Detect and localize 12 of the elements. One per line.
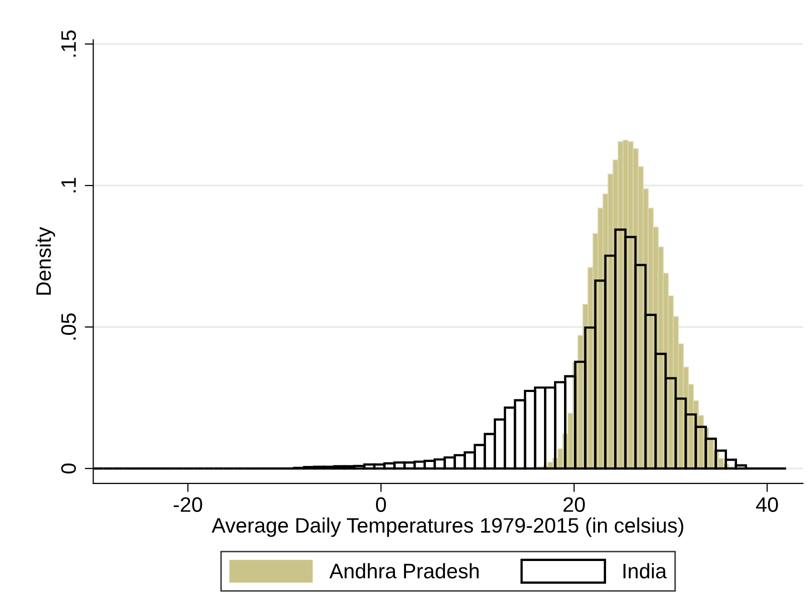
y-tick-label: .15 [61, 30, 76, 57]
y-axis-title: Density [36, 226, 56, 295]
x-tick-label: 40 [756, 497, 778, 512]
y-tick-label: .1 [61, 178, 76, 192]
y-tick-label: 0 [61, 464, 76, 474]
y-tick-label: .05 [61, 313, 76, 340]
x-tick-label: 0 [376, 497, 386, 512]
x-axis-title: Average Daily Temperatures 1979-2015 (in celsius) [212, 517, 684, 537]
x-tick-label: 20 [564, 497, 585, 512]
x-tick-label: -20 [174, 497, 202, 512]
legend-label: Andhra Pradesh [329, 563, 479, 578]
legend-label: India [624, 563, 667, 578]
